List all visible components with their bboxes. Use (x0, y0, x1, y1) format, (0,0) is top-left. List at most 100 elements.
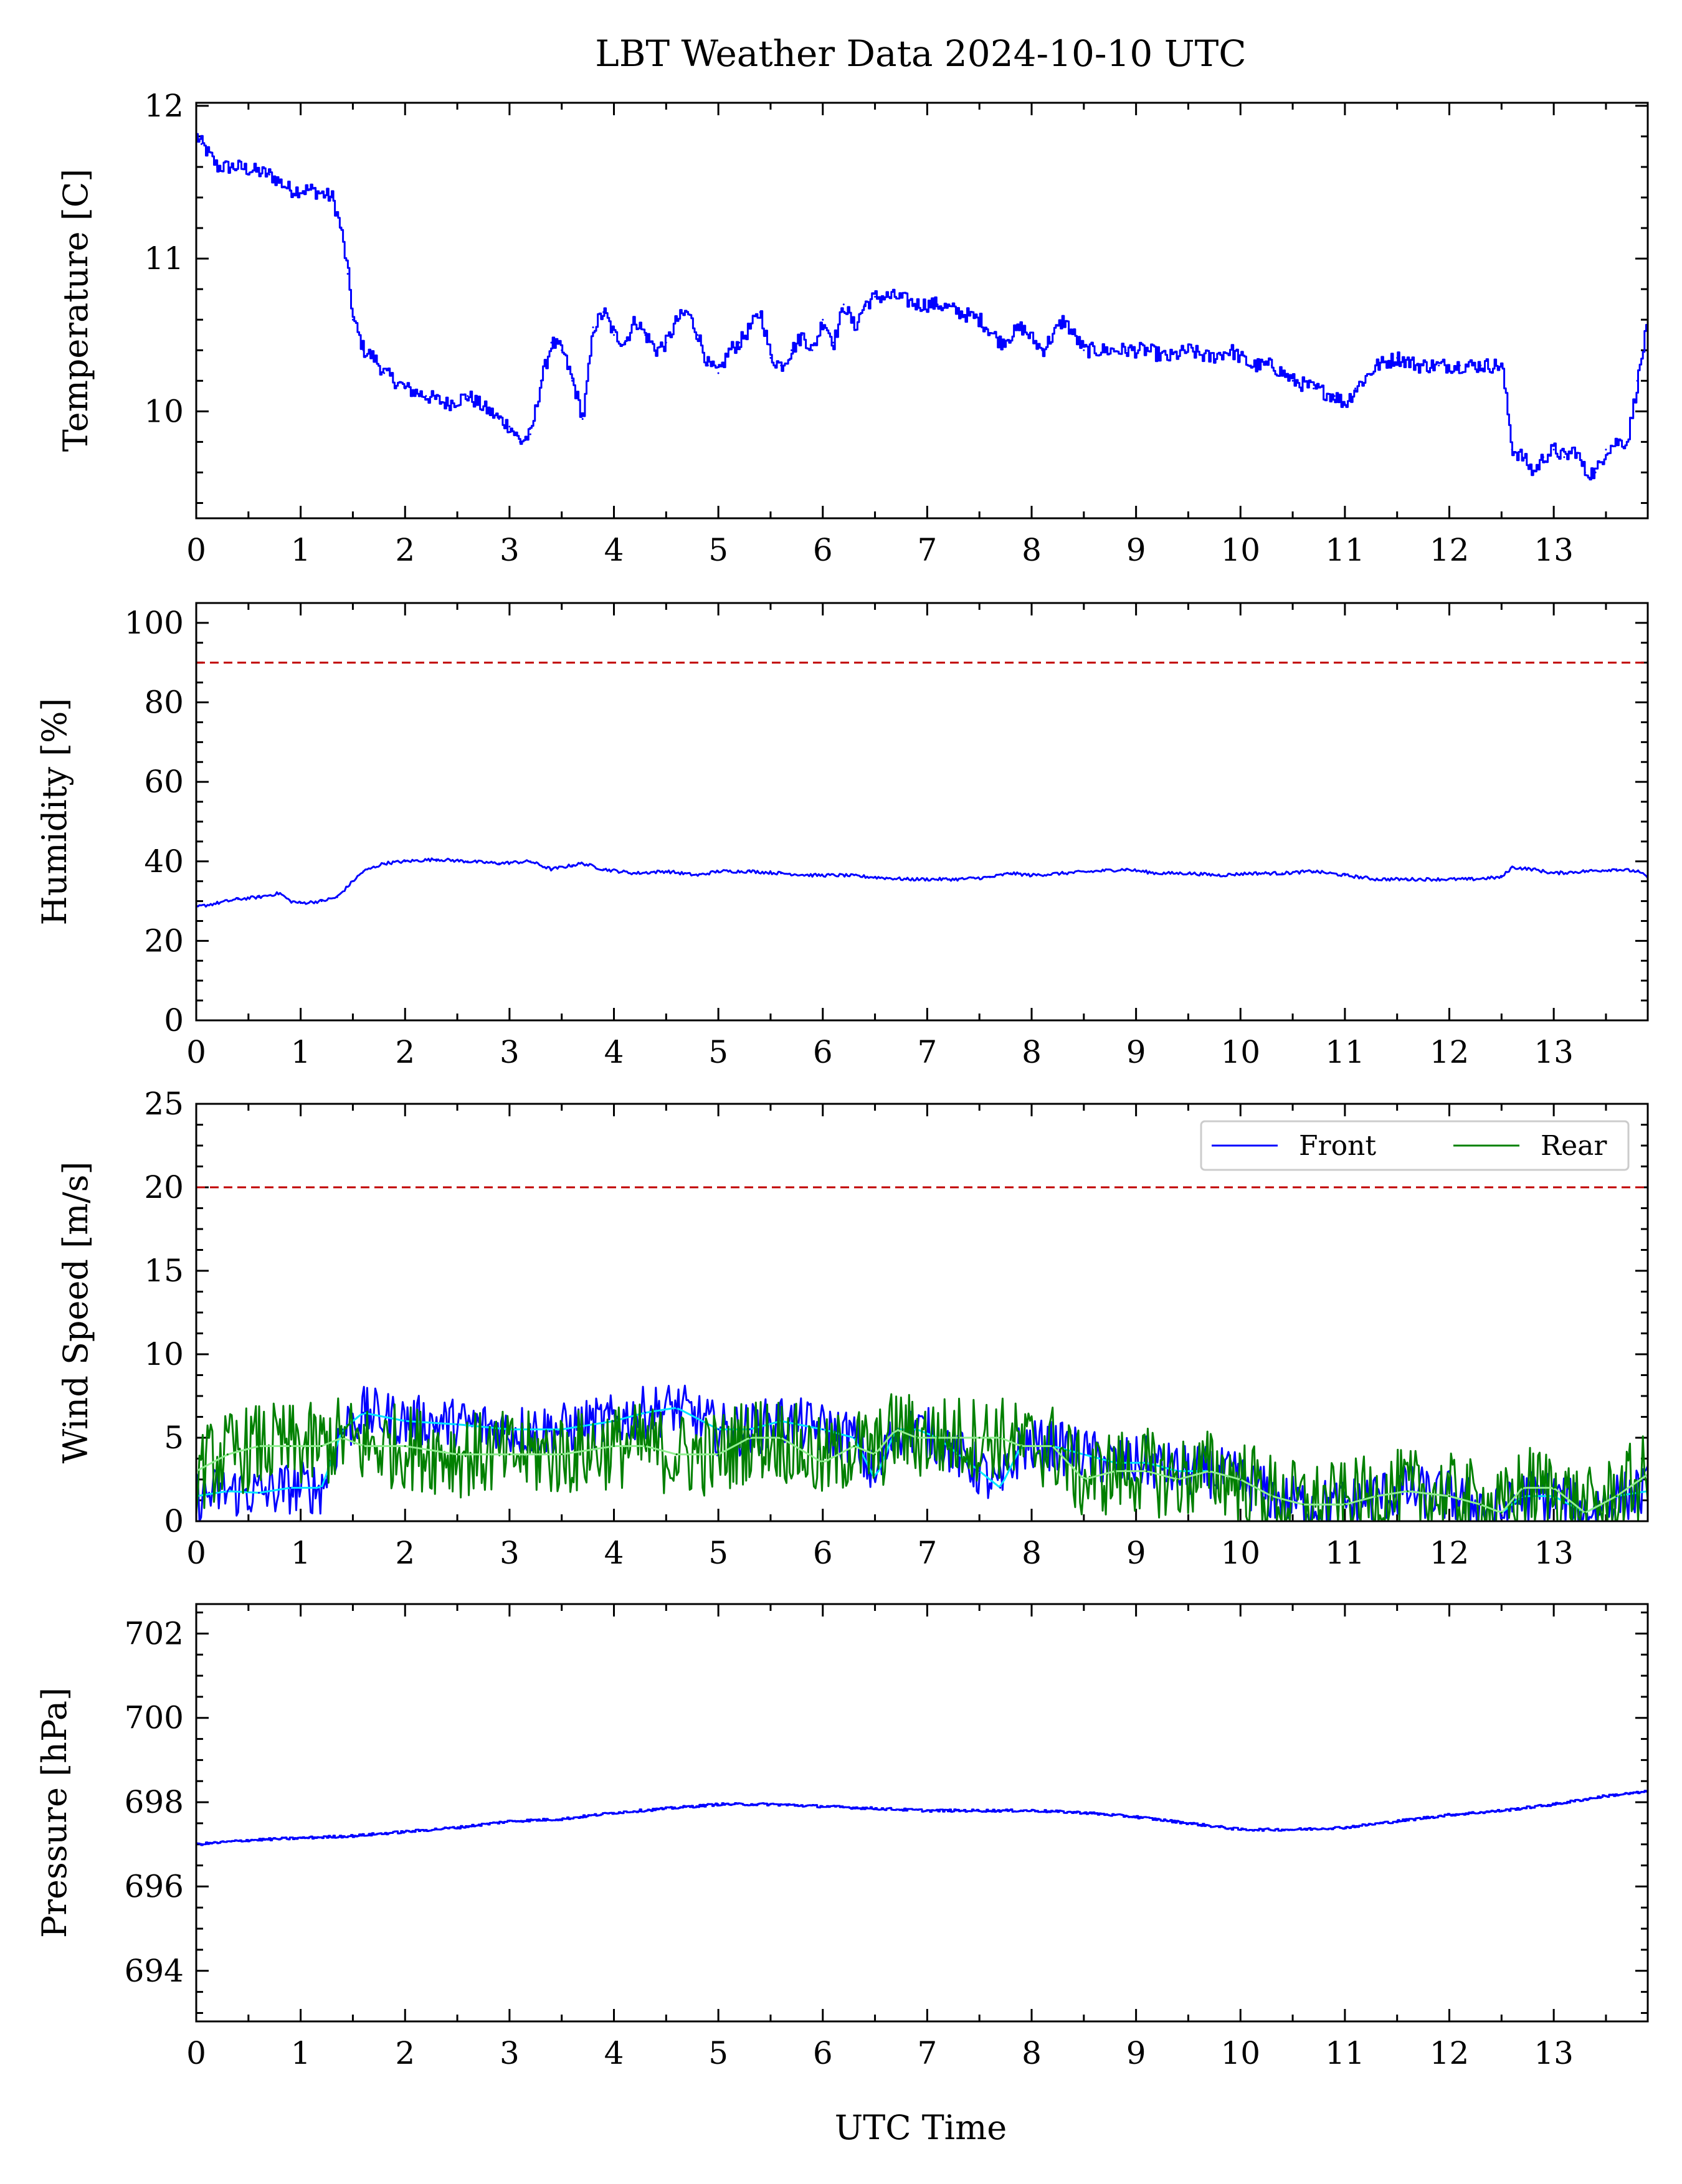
humidity-data-point (1552, 872, 1555, 875)
temperature-data-point (331, 196, 333, 199)
y-tick-label: 20 (144, 1169, 184, 1205)
x-tick-label: 13 (1534, 1535, 1574, 1571)
temperature-data-point (268, 173, 270, 176)
temperature-data-point (571, 379, 573, 382)
temperature-data-point (1542, 456, 1544, 458)
wind-data-point (1552, 1486, 1555, 1489)
temperature-data-point (1552, 449, 1555, 451)
temperature-data-point (1250, 364, 1252, 367)
temperature-data-point (665, 341, 667, 344)
wind-data-point (999, 1436, 1002, 1439)
wind-data-point (1448, 1495, 1450, 1498)
x-tick-label: 3 (500, 1535, 520, 1571)
pressure-data-point (1291, 1828, 1294, 1831)
temperature-data-point (1594, 471, 1597, 473)
x-tick-label: 0 (186, 2035, 206, 2071)
temperature-data-point (738, 341, 741, 344)
y-tick-label: 15 (144, 1253, 184, 1289)
x-tick-label: 2 (395, 2035, 415, 2071)
humidity-data-point (957, 878, 960, 880)
humidity-data-point (1313, 870, 1315, 873)
wind-data-point (822, 1428, 824, 1431)
wind-data-point (1114, 1470, 1116, 1473)
temperature-data-point (508, 425, 511, 428)
y-tick-label: 694 (125, 1953, 184, 1989)
pressure-data-point (351, 1835, 354, 1837)
humidity-data-point (665, 870, 667, 873)
wind-data-point (1083, 1453, 1085, 1456)
humidity-data-point (383, 862, 386, 865)
humidity-plot-area (195, 662, 1649, 908)
pressure-data-point (822, 1805, 824, 1808)
temperature-data-point (602, 311, 605, 313)
x-tick-label: 13 (1534, 2035, 1574, 2071)
temperature-data-point (759, 311, 761, 313)
humidity-data-point (498, 862, 500, 865)
temperature-data-point (1458, 364, 1461, 367)
temperature-axes-frame (195, 102, 1649, 520)
pressure-data-point (874, 1807, 877, 1810)
humidity-data-point (550, 868, 553, 870)
temperature-data-point (936, 303, 939, 306)
x-tick-label: 11 (1325, 532, 1365, 568)
humidity-data-point (435, 858, 437, 861)
temperature-series-line (196, 133, 1649, 481)
temperature-data-point (1438, 364, 1440, 367)
temperature-data-point (289, 189, 292, 191)
wind-data-point (613, 1445, 615, 1447)
wind-data-point (456, 1453, 459, 1456)
wind-data-point (978, 1470, 981, 1473)
temperature-data-point (1208, 357, 1210, 359)
humidity-data-point (717, 870, 720, 873)
x-tick-label: 6 (813, 532, 833, 568)
x-tick-label: 2 (395, 1034, 415, 1070)
temperature-data-point (216, 166, 218, 168)
x-tick-label: 11 (1325, 2035, 1365, 2071)
temperature-data-point (613, 334, 615, 336)
x-tick-label: 3 (500, 2035, 520, 2071)
x-tick-label: 12 (1430, 1034, 1470, 1070)
temperature-data-point (373, 357, 375, 359)
temperature-data-point (339, 227, 341, 229)
wind-data-point (362, 1445, 364, 1447)
x-tick-label: 12 (1430, 532, 1470, 568)
temperature-data-point (1354, 387, 1357, 390)
humidity-data-point (748, 870, 751, 873)
pressure-data-point (1396, 1820, 1399, 1822)
humidity-data-point (1407, 878, 1409, 880)
humidity-series-line (196, 857, 1649, 908)
temperature-data-point (853, 326, 855, 328)
wind-data-point (226, 1490, 229, 1493)
temperature-data-point (801, 334, 803, 336)
temperature-data-point (832, 341, 834, 344)
temperature-data-point (1605, 449, 1607, 451)
legend-front-label: Front (1299, 1130, 1376, 1162)
wind-data-point (1208, 1470, 1210, 1473)
wind-data-point (1020, 1445, 1022, 1447)
temperature-data-point (529, 433, 531, 435)
humidity-data-point (1375, 878, 1377, 880)
humidity-data-point (1615, 868, 1618, 870)
wind-data-point (289, 1445, 292, 1447)
pressure-data-point (1552, 1803, 1555, 1805)
temperature-data-point (916, 303, 918, 306)
temperature-data-point (1417, 364, 1419, 367)
chart-title: LBT Weather Data 2024-10-10 UTC (595, 32, 1246, 75)
temperature-data-point (519, 440, 521, 443)
wind-speed-axes-frame (195, 1103, 1649, 1522)
x-tick-label: 2 (395, 1535, 415, 1571)
humidity-axes-frame (195, 602, 1649, 1022)
wind-data-point (320, 1445, 323, 1447)
temperature-data-point (769, 357, 772, 359)
wind-data-point (404, 1420, 406, 1422)
humidity-data-point (1250, 872, 1252, 875)
y-tick-label: 696 (125, 1868, 184, 1904)
x-tick-label: 4 (604, 1535, 624, 1571)
wind-data-point (341, 1436, 344, 1439)
temperature-data-point (1124, 349, 1127, 351)
y-tick-label: 100 (125, 605, 184, 641)
humidity-data-point (1532, 868, 1534, 870)
x-tick-label: 13 (1534, 1034, 1574, 1070)
